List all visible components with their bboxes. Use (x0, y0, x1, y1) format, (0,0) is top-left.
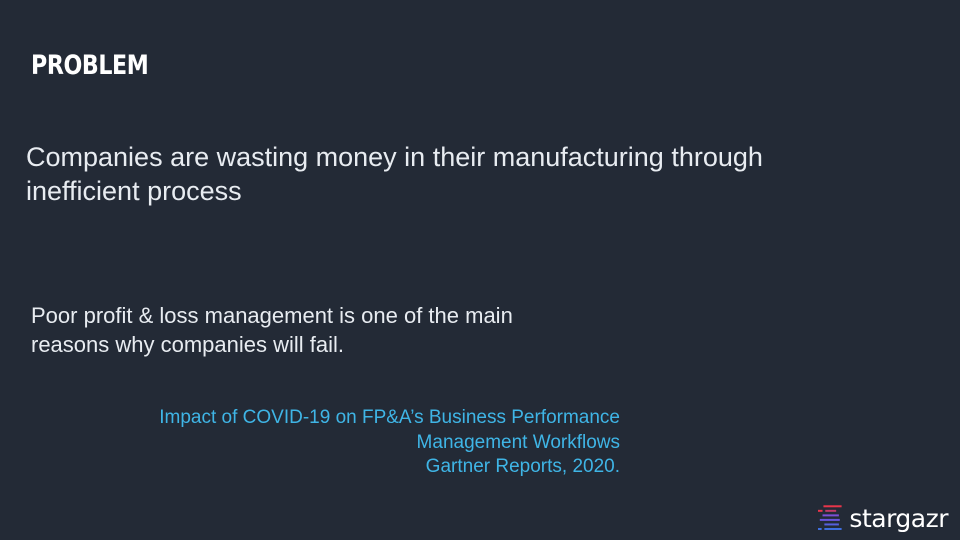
slide-title: PROBLEM (31, 50, 149, 81)
brand-name: stargazr (849, 503, 948, 533)
headline-line-2: inefficient process (26, 176, 242, 206)
source-citation: Impact of COVID-19 on FP&A’s Business Pe… (120, 406, 620, 480)
statement-line-1: Poor profit & loss management is one of … (31, 303, 513, 328)
citation-line-3: Gartner Reports, 2020. (425, 456, 620, 477)
speed-lines-logo-icon (818, 505, 842, 530)
statement-line-2: reasons why companies will fail. (31, 332, 345, 357)
problem-headline: Companies are wasting money in their man… (26, 140, 846, 208)
citation-line-2: Management Workflows (416, 431, 620, 453)
stargazr-logo: stargazr (818, 501, 948, 535)
problem-statement: Poor profit & loss management is one of … (31, 301, 631, 359)
headline-line-1: Companies are wasting money in their man… (26, 142, 763, 172)
citation-line-1: Impact of COVID-19 on FP&A’s Business Pe… (159, 407, 620, 428)
